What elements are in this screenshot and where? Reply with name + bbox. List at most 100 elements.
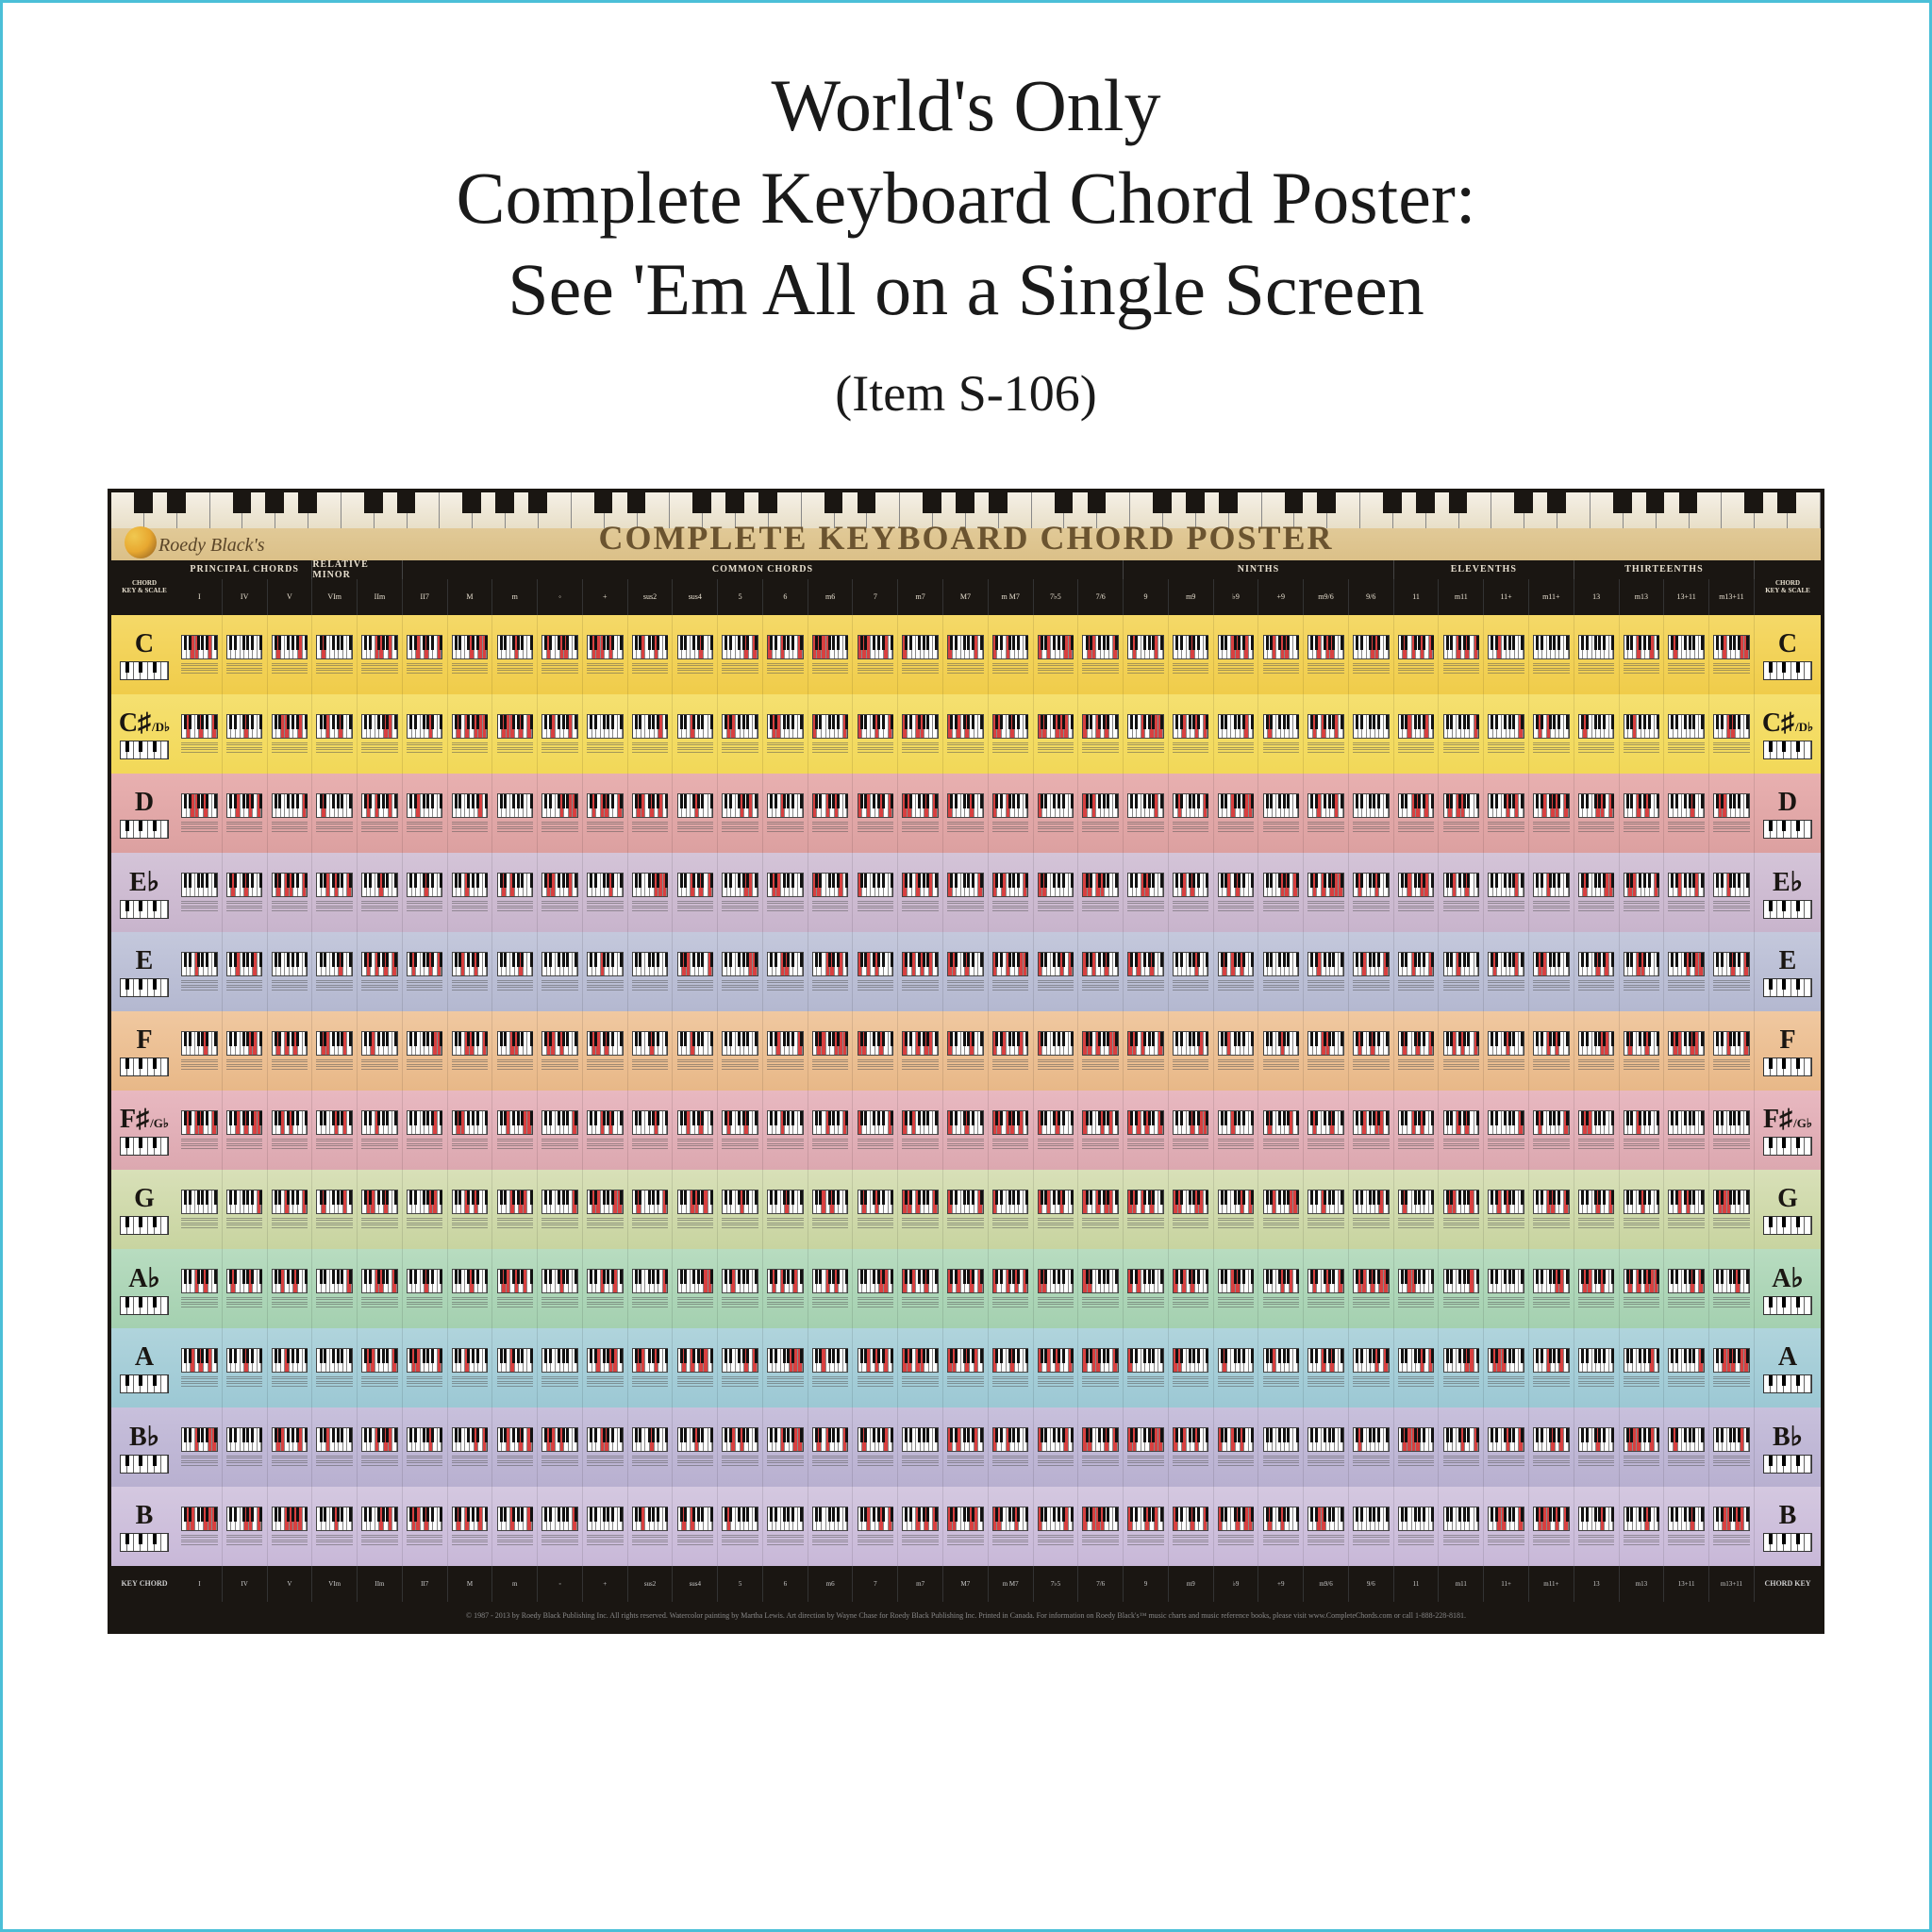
chord-cell xyxy=(583,853,628,932)
chord-cell xyxy=(1709,932,1755,1011)
chord-row: A♭A♭ xyxy=(111,1249,1821,1328)
chord-cell xyxy=(223,1407,268,1487)
chord-cell xyxy=(583,774,628,853)
chord-cell xyxy=(312,1091,358,1170)
chord-cell xyxy=(312,694,358,774)
chord-cell xyxy=(1574,1249,1620,1328)
chord-cell xyxy=(1394,1407,1440,1487)
chord-cell xyxy=(177,1170,223,1249)
chord-cell xyxy=(898,932,943,1011)
chord-cell xyxy=(312,1249,358,1328)
chord-cell xyxy=(1349,1487,1394,1566)
chord-cell xyxy=(1258,1407,1304,1487)
chord-cell xyxy=(1664,774,1709,853)
chord-cell xyxy=(1484,932,1529,1011)
category-group: NINTHS xyxy=(1124,560,1394,579)
chord-cell xyxy=(268,615,313,694)
chord-cell xyxy=(1304,932,1349,1011)
chord-cell xyxy=(943,1328,989,1407)
chord-cell xyxy=(1214,1407,1259,1487)
chord-cell xyxy=(583,694,628,774)
chord-cell xyxy=(1709,615,1755,694)
category-groups: PRINCIPAL CHORDSRELATIVE MINORCOMMON CHO… xyxy=(177,560,1755,579)
chord-cell xyxy=(1439,853,1484,932)
chord-cell xyxy=(1620,1487,1665,1566)
column-header: 9/6 xyxy=(1349,579,1394,615)
chord-cell xyxy=(1349,1328,1394,1407)
chord-cell xyxy=(1124,1407,1169,1487)
row-label-left: A xyxy=(111,1328,177,1407)
chord-cell xyxy=(223,1011,268,1091)
chord-row: CC xyxy=(111,615,1821,694)
chord-cell xyxy=(1709,1407,1755,1487)
row-label-left: E xyxy=(111,932,177,1011)
chord-cell xyxy=(808,694,854,774)
footer-column: m M7 xyxy=(989,1566,1034,1602)
chord-cell xyxy=(1078,774,1124,853)
column-header: sus2 xyxy=(628,579,674,615)
category-group: THIRTEENTHS xyxy=(1574,560,1755,579)
chord-cell xyxy=(718,1011,763,1091)
chord-cell xyxy=(1214,1487,1259,1566)
chord-cell xyxy=(268,1328,313,1407)
chord-cell xyxy=(1574,774,1620,853)
chord-cell xyxy=(808,1091,854,1170)
chord-cell xyxy=(268,1249,313,1328)
chord-cell xyxy=(1709,1328,1755,1407)
chord-cell xyxy=(628,853,674,932)
chord-cell xyxy=(763,774,808,853)
chord-cell xyxy=(673,1170,718,1249)
chord-cell xyxy=(989,1011,1034,1091)
chord-cell xyxy=(403,1091,448,1170)
footer-column: 7♭5 xyxy=(1034,1566,1079,1602)
chord-cell xyxy=(583,1011,628,1091)
chord-cell xyxy=(1620,615,1665,694)
chord-cell xyxy=(1124,1249,1169,1328)
chord-cell xyxy=(989,1407,1034,1487)
chord-cell xyxy=(358,1249,403,1328)
footer-column: 6 xyxy=(763,1566,808,1602)
chord-cell xyxy=(223,1091,268,1170)
chord-cell xyxy=(853,1328,898,1407)
chord-cell xyxy=(1349,1407,1394,1487)
chord-cell xyxy=(403,1011,448,1091)
chord-cell xyxy=(1078,1328,1124,1407)
chord-cell xyxy=(1709,1091,1755,1170)
chord-cell xyxy=(853,694,898,774)
chord-cell xyxy=(1214,774,1259,853)
column-header: 11 xyxy=(1394,579,1440,615)
chord-cell xyxy=(1169,1407,1214,1487)
chord-cell xyxy=(268,694,313,774)
footer-column: +9 xyxy=(1258,1566,1304,1602)
chord-cell xyxy=(763,1091,808,1170)
chord-cell xyxy=(177,1011,223,1091)
chord-cell xyxy=(1484,1487,1529,1566)
chord-cell xyxy=(943,1407,989,1487)
footer-column: 7 xyxy=(853,1566,898,1602)
chord-cell xyxy=(1529,1328,1574,1407)
chord-cell xyxy=(358,853,403,932)
chord-cell xyxy=(1169,853,1214,932)
chord-cell xyxy=(718,615,763,694)
chord-cell xyxy=(1709,1011,1755,1091)
column-header: V xyxy=(268,579,313,615)
chord-cell xyxy=(1169,1487,1214,1566)
chord-cell xyxy=(628,1487,674,1566)
footer-column: m9/6 xyxy=(1304,1566,1349,1602)
column-header: 7 xyxy=(853,579,898,615)
category-group: COMMON CHORDS xyxy=(403,560,1124,579)
chord-cell xyxy=(538,1170,583,1249)
column-header: IIm xyxy=(358,579,403,615)
chord-cell xyxy=(898,1407,943,1487)
chord-cell xyxy=(718,694,763,774)
chord-cell xyxy=(177,1328,223,1407)
footer-column: sus4 xyxy=(673,1566,718,1602)
chord-cell xyxy=(989,1328,1034,1407)
chord-cell xyxy=(943,694,989,774)
chord-cell xyxy=(1124,1011,1169,1091)
chord-cell xyxy=(808,1249,854,1328)
chord-cell xyxy=(1304,1091,1349,1170)
chord-cell xyxy=(1304,1407,1349,1487)
footer-column: + xyxy=(583,1566,628,1602)
chord-cell xyxy=(1709,694,1755,774)
